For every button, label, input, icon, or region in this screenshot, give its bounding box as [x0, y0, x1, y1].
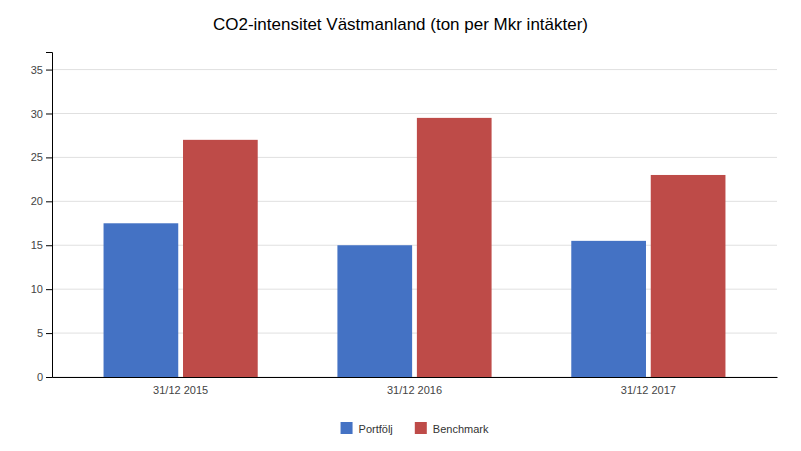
- grid-line: [52, 69, 777, 70]
- y-tick-label: 15: [31, 239, 43, 251]
- bar: [183, 140, 258, 377]
- y-tick: 30: [31, 108, 52, 120]
- x-tick-label: 31/12 2017: [621, 384, 676, 396]
- x-tick-label: 31/12 2015: [153, 384, 208, 396]
- grid-line: [52, 113, 777, 114]
- legend-swatch: [341, 422, 353, 434]
- y-tick: 5: [37, 327, 52, 339]
- legend-swatch: [415, 422, 427, 434]
- y-tick-label: 25: [31, 151, 43, 163]
- x-axis: 31/12 2015 31/12 2016 31/12 2017: [53, 378, 778, 396]
- grid-line: [52, 157, 777, 158]
- y-axis: 0 5 10 15 20 25 30 35: [31, 53, 53, 384]
- bar: [651, 175, 726, 377]
- y-tick-mark: [46, 289, 52, 290]
- y-tick-label: 0: [37, 371, 43, 383]
- y-tick-mark: [46, 113, 52, 114]
- bar: [337, 245, 412, 377]
- y-tick: 10: [31, 283, 52, 295]
- x-tick-label: 31/12 2016: [387, 384, 442, 396]
- bar: [571, 241, 646, 377]
- chart: CO2-intensitet Västmanland (ton per Mkr …: [0, 0, 801, 451]
- y-tick: 0: [37, 371, 52, 383]
- legend-label: Benchmark: [433, 423, 489, 435]
- legend-item: Benchmark: [415, 422, 489, 435]
- y-tick-mark: [46, 333, 52, 334]
- y-tick-label: 20: [31, 195, 43, 207]
- y-tick-mark: [46, 70, 52, 71]
- y-tick-label: 5: [37, 327, 43, 339]
- y-tick-mark: [46, 157, 52, 158]
- legend: Portfölj Benchmark: [341, 422, 489, 435]
- bar: [417, 118, 492, 377]
- y-tick-mark: [46, 201, 52, 202]
- legend-item: Portfölj: [341, 422, 393, 435]
- y-tick: 35: [31, 64, 52, 76]
- series: [183, 118, 725, 377]
- y-tick-label: 30: [31, 108, 43, 120]
- y-tick-mark: [46, 377, 52, 378]
- title: CO2-intensitet Västmanland (ton per Mkr …: [213, 15, 588, 34]
- bar: [104, 223, 179, 377]
- x-axis-line: [53, 377, 778, 378]
- y-tick: 15: [31, 239, 52, 251]
- y-tick: 25: [31, 151, 52, 163]
- y-tick-label: 10: [31, 283, 43, 295]
- grid: [52, 70, 777, 377]
- legend-label: Portfölj: [359, 423, 393, 435]
- y-tick-label: 35: [31, 64, 43, 76]
- x-tick: 31/12 2016: [387, 384, 442, 396]
- x-tick: 31/12 2015: [153, 384, 208, 396]
- y-tick: 20: [31, 195, 52, 207]
- bars: [104, 118, 726, 377]
- y-axis-line: [46, 53, 53, 378]
- x-tick: 31/12 2017: [621, 384, 676, 396]
- plot-area: 0510152025303531/12 201531/12 201631/12 …: [31, 53, 778, 396]
- y-tick-mark: [46, 245, 52, 246]
